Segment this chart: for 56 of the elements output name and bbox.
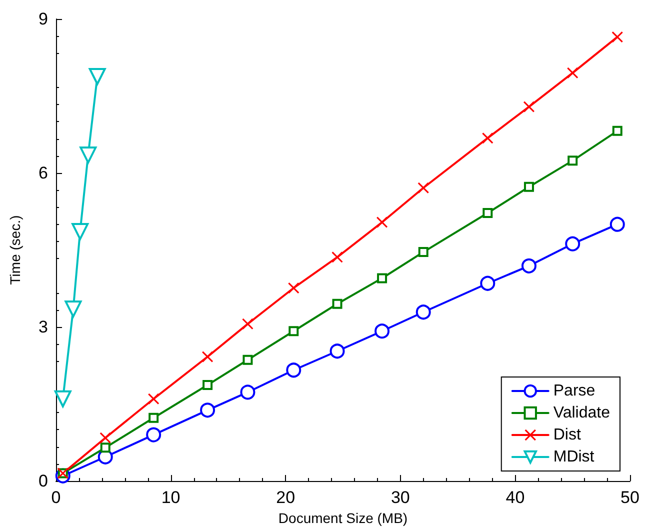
- point: [100, 442, 110, 453]
- point: [100, 432, 111, 444]
- point: [202, 380, 213, 390]
- point: [148, 412, 159, 423]
- point: [565, 236, 580, 252]
- point: [202, 351, 214, 362]
- x-tick-label: 50: [620, 488, 640, 507]
- point: [332, 298, 342, 309]
- legend-label: Parse: [553, 382, 596, 400]
- y-axis-title: Time (sec.): [7, 215, 23, 285]
- point: [377, 273, 388, 284]
- point: [612, 126, 622, 136]
- point: [376, 216, 388, 228]
- point: [54, 390, 72, 408]
- x-tick-label: 20: [276, 488, 296, 507]
- point: [610, 216, 625, 232]
- point: [80, 146, 97, 164]
- x-axis-title: Document Size (MB): [278, 510, 408, 526]
- point: [416, 304, 431, 320]
- point: [480, 276, 496, 291]
- point: [568, 156, 578, 166]
- point: [288, 282, 300, 294]
- point: [524, 182, 534, 192]
- legend-label: Dist: [553, 426, 582, 444]
- point: [612, 31, 623, 42]
- point: [72, 223, 89, 240]
- x-tick-label: 40: [506, 488, 525, 507]
- x-tick-label: 30: [390, 488, 410, 507]
- y-tick-label: 6: [38, 164, 48, 182]
- point: [242, 318, 254, 330]
- point: [521, 258, 536, 274]
- point: [418, 247, 428, 258]
- point: [88, 68, 106, 85]
- x-tick-label: 10: [161, 488, 180, 507]
- point: [148, 393, 160, 404]
- x-tick-label: 0: [51, 488, 61, 507]
- legend-label: MDist: [553, 448, 595, 466]
- point: [418, 182, 429, 194]
- y-tick-label: 3: [38, 318, 48, 336]
- point: [242, 354, 253, 365]
- y-tick-label: 9: [38, 10, 48, 28]
- point: [567, 67, 578, 78]
- legend-label: Validate: [553, 404, 610, 422]
- point: [64, 300, 82, 318]
- point: [482, 132, 494, 144]
- point: [240, 384, 256, 400]
- point: [330, 344, 345, 359]
- point: [288, 326, 299, 336]
- point: [482, 208, 493, 218]
- point: [332, 252, 343, 263]
- point: [200, 402, 216, 418]
- point: [523, 101, 534, 112]
- point: [286, 362, 302, 378]
- y-tick-label: 0: [38, 472, 48, 490]
- point: [146, 427, 162, 442]
- point: [374, 324, 390, 339]
